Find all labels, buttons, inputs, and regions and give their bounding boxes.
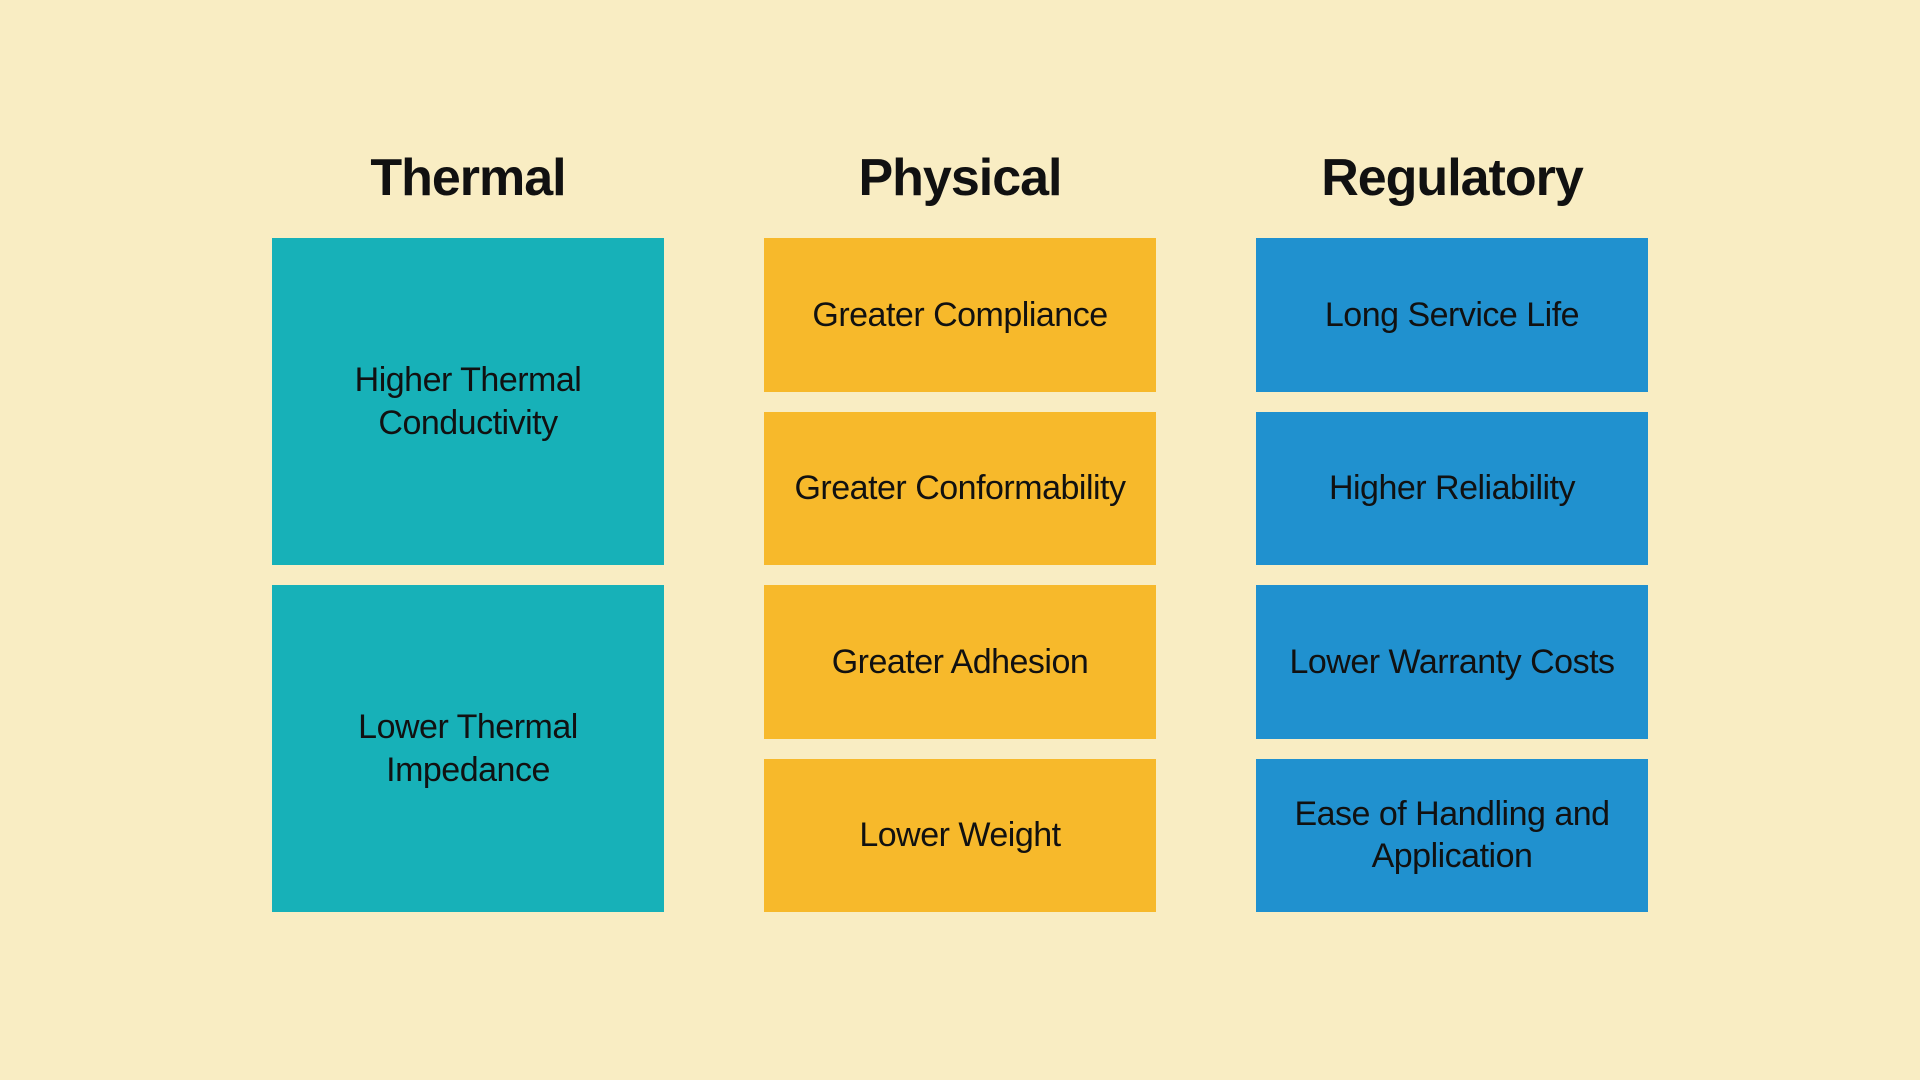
heading-physical: Physical — [858, 148, 1061, 208]
box-thermal-0: Higher Thermal Conductivity — [272, 238, 664, 565]
box-physical-2: Greater Adhesion — [764, 585, 1156, 739]
boxes-thermal: Higher Thermal Conductivity Lower Therma… — [272, 238, 664, 912]
heading-thermal: Thermal — [370, 148, 565, 208]
column-thermal: Thermal Higher Thermal Conductivity Lowe… — [272, 148, 664, 912]
box-physical-0: Greater Compliance — [764, 238, 1156, 392]
box-regulatory-3: Ease of Handling and Application — [1256, 759, 1648, 913]
box-thermal-1: Lower Thermal Impedance — [272, 585, 664, 912]
boxes-regulatory: Long Service Life Higher Reliability Low… — [1256, 238, 1648, 912]
box-regulatory-2: Lower Warranty Costs — [1256, 585, 1648, 739]
heading-regulatory: Regulatory — [1321, 148, 1583, 208]
box-physical-3: Lower Weight — [764, 759, 1156, 913]
column-physical: Physical Greater Compliance Greater Conf… — [764, 148, 1156, 912]
box-regulatory-0: Long Service Life — [1256, 238, 1648, 392]
boxes-physical: Greater Compliance Greater Conformabilit… — [764, 238, 1156, 912]
box-regulatory-1: Higher Reliability — [1256, 412, 1648, 566]
infographic-wrap: Thermal Higher Thermal Conductivity Lowe… — [192, 108, 1728, 972]
column-regulatory: Regulatory Long Service Life Higher Reli… — [1256, 148, 1648, 912]
box-physical-1: Greater Conformability — [764, 412, 1156, 566]
